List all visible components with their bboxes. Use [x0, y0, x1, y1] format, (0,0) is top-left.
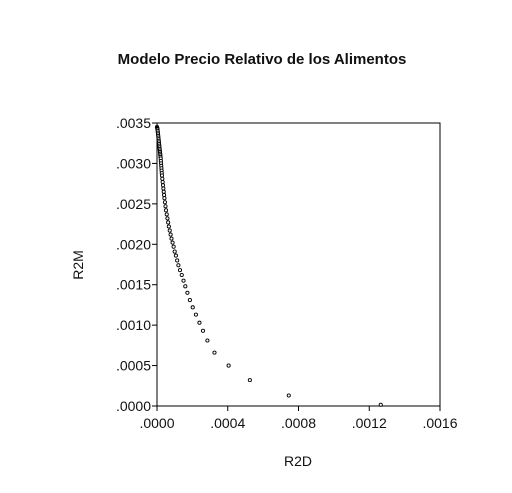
y-tick-label: .0035: [116, 115, 151, 131]
data-point: [167, 228, 172, 233]
x-tick-label: .0012: [352, 415, 387, 431]
chart-title: Modelo Precio Relativo de los Alimentos: [118, 51, 407, 68]
data-point: [168, 232, 173, 237]
y-tick-label: .0005: [116, 358, 151, 374]
data-point: [163, 204, 168, 209]
data-point: [162, 192, 167, 198]
data-point: [170, 240, 175, 245]
x-tick-label: .0004: [210, 415, 245, 431]
data-point: [160, 183, 166, 188]
data-point: [177, 268, 183, 273]
data-point: [161, 189, 166, 194]
y-axis-label: R2M: [70, 250, 86, 280]
data-point: [162, 200, 168, 205]
data-point: [164, 212, 169, 217]
data-point: [163, 208, 169, 213]
data-point: [160, 179, 165, 185]
data-point: [175, 258, 180, 263]
data-point: [162, 196, 167, 201]
plot-frame: [156, 122, 441, 407]
y-tick-label: .0025: [116, 196, 151, 212]
data-point: [200, 328, 206, 333]
data-point: [169, 236, 174, 241]
data-point: [160, 176, 165, 181]
data-point: [190, 305, 195, 310]
y-tick-label: .0010: [116, 317, 151, 333]
data-point: [181, 278, 186, 283]
x-tick-label: .0016: [422, 415, 457, 431]
data-point: [205, 338, 210, 343]
data-point: [247, 378, 252, 383]
data-point: [171, 244, 176, 249]
data-point: [161, 186, 166, 191]
data-point: [159, 173, 165, 178]
data-point: [197, 320, 202, 325]
data-point: [176, 263, 181, 268]
data-point: [166, 224, 171, 229]
data-point: [378, 402, 383, 407]
data-point: [179, 272, 184, 278]
data-point: [166, 220, 171, 225]
data-point: [173, 253, 178, 258]
y-axis: .0000 .0005 .0010 .0015 .0020 .0025 .0030 .0035: [116, 115, 157, 414]
x-tick-label: .0000: [139, 415, 174, 431]
data-point: [286, 393, 291, 398]
data-point: [183, 284, 188, 289]
data-point: [185, 290, 190, 295]
data-point: [226, 363, 231, 368]
data-point: [172, 249, 177, 254]
x-tick-label: .0008: [281, 415, 316, 431]
y-tick-label: .0030: [116, 155, 151, 171]
data-point: [193, 312, 198, 317]
x-axis: .0000 .0004 .0008 .0012 .0016: [139, 406, 458, 431]
y-tick-label: .0020: [116, 236, 151, 252]
data-points: [154, 124, 383, 407]
y-tick-label: .0015: [116, 277, 151, 293]
y-tick-label: .0000: [116, 398, 151, 414]
data-point: [187, 298, 192, 303]
x-axis-label: R2D: [284, 453, 312, 469]
data-point: [165, 216, 170, 221]
data-point: [212, 350, 217, 355]
